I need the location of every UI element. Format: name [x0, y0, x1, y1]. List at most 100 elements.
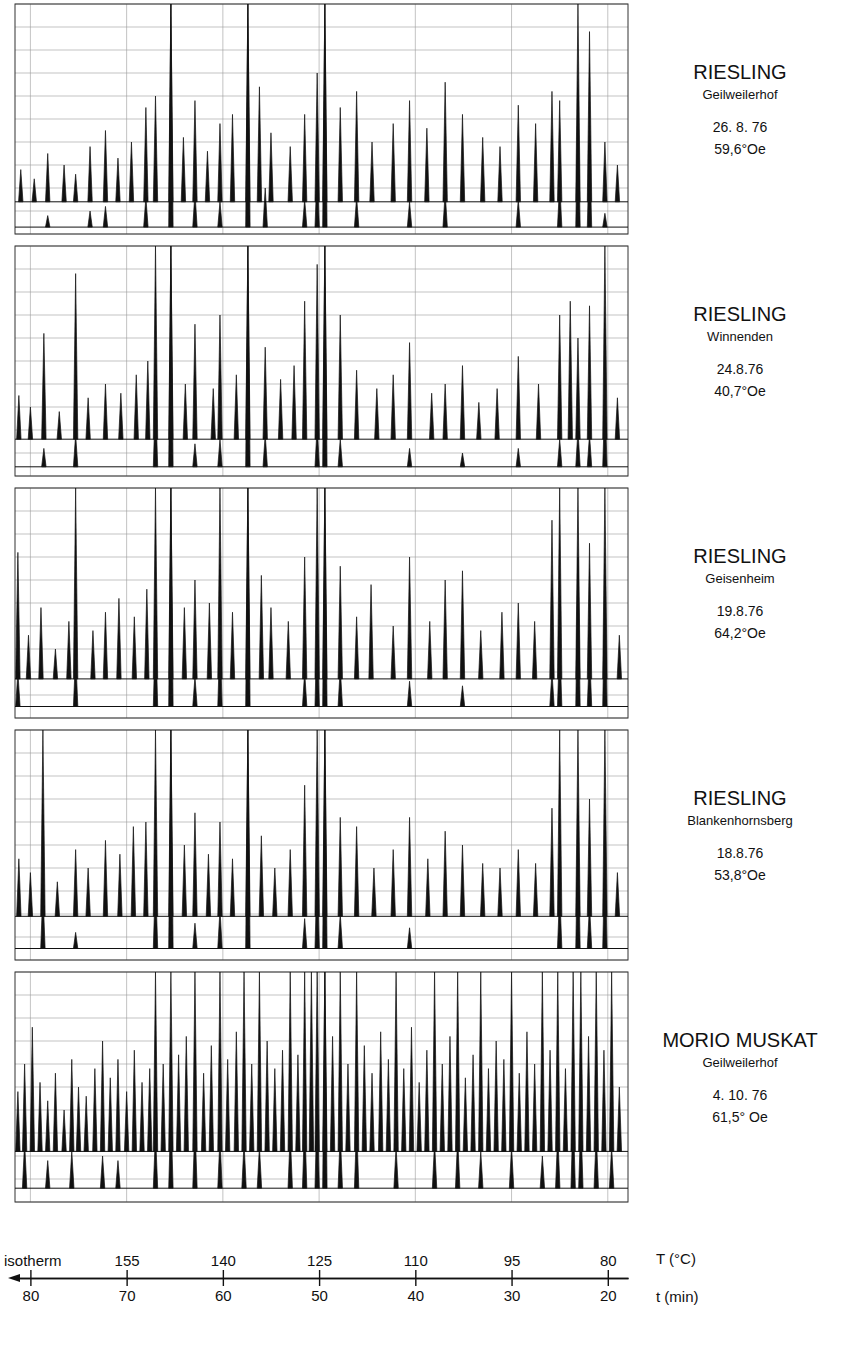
- tick: 110: [404, 1252, 428, 1278]
- panel-annotation: 18.8.76: [717, 845, 764, 861]
- peak: [370, 142, 374, 202]
- peak: [218, 315, 222, 439]
- tick-label: 125: [307, 1252, 332, 1269]
- peak: [540, 972, 544, 1151]
- panel-subtitle: Winnenden: [707, 329, 773, 344]
- peak: [263, 188, 267, 227]
- panel-title: RIESLING: [693, 61, 786, 83]
- peak: [280, 1050, 284, 1151]
- tick-label: 30: [504, 1287, 521, 1304]
- peak: [302, 301, 306, 439]
- peak: [225, 1059, 229, 1151]
- peak: [362, 1046, 366, 1152]
- peak: [169, 4, 173, 227]
- panel-frame: [15, 972, 628, 1202]
- grid-line: [15, 799, 628, 800]
- peak: [594, 972, 598, 1151]
- peak: [42, 448, 46, 466]
- peak: [53, 1073, 57, 1151]
- peak: [273, 868, 277, 916]
- peak: [525, 1032, 529, 1152]
- peak: [73, 488, 77, 679]
- grid-line: [222, 730, 223, 960]
- peak: [116, 1059, 120, 1151]
- peak: [41, 891, 45, 949]
- peak: [57, 412, 61, 440]
- peak: [500, 612, 504, 679]
- x-axis: 80706050403020: [16, 1278, 629, 1304]
- peak: [169, 246, 173, 467]
- peak: [132, 617, 136, 679]
- peak: [338, 108, 342, 202]
- grid-line: [15, 511, 628, 512]
- peak: [603, 850, 607, 949]
- peak: [16, 672, 20, 707]
- peak: [425, 128, 429, 202]
- peak: [209, 1046, 213, 1152]
- peak: [563, 1069, 567, 1152]
- peak: [369, 585, 373, 679]
- peak: [193, 923, 197, 948]
- peak: [73, 174, 77, 202]
- peak: [184, 1036, 188, 1151]
- peak: [509, 972, 513, 1151]
- peak: [480, 137, 484, 201]
- grid-line: [126, 4, 127, 234]
- tick: 95: [504, 1252, 521, 1278]
- grid-line: [607, 4, 608, 234]
- peak: [302, 114, 306, 201]
- grid-line: [15, 27, 628, 28]
- peak: [193, 1124, 197, 1188]
- peak: [62, 165, 66, 202]
- peak: [259, 575, 263, 679]
- peak: [302, 1119, 306, 1188]
- peak: [568, 301, 572, 439]
- peak: [586, 1036, 590, 1151]
- grid-line: [511, 730, 512, 960]
- tick: 20: [600, 1278, 617, 1304]
- peak: [448, 1036, 452, 1151]
- peak: [315, 868, 319, 949]
- peak: [460, 571, 464, 679]
- peak: [550, 808, 554, 916]
- peak: [250, 1064, 254, 1151]
- peak: [394, 972, 398, 1151]
- peak: [234, 375, 238, 439]
- peak: [302, 557, 306, 679]
- peak: [315, 617, 319, 707]
- grid-line: [126, 488, 127, 718]
- grid-line: [222, 972, 223, 1202]
- peak: [153, 972, 157, 1151]
- peak: [218, 635, 222, 706]
- baseline: [15, 948, 628, 949]
- grid-line: [15, 1018, 628, 1019]
- peak: [516, 850, 520, 917]
- peak: [323, 972, 327, 1188]
- grid-line: [30, 488, 31, 718]
- peak: [587, 905, 591, 949]
- peak: [498, 868, 502, 916]
- panel-label: RIESLINGBlankenhornsberg18.8.7653,8°Oe: [687, 787, 793, 883]
- peak: [38, 1082, 42, 1151]
- peak: [259, 836, 263, 917]
- peak: [407, 681, 411, 706]
- grid-line: [15, 937, 628, 938]
- grid-line: [15, 50, 628, 51]
- tick: 125: [307, 1252, 332, 1278]
- peak: [19, 170, 23, 202]
- peak: [309, 972, 313, 1151]
- grid-line: [126, 246, 127, 476]
- peak: [603, 142, 607, 202]
- peak: [516, 200, 520, 228]
- peak: [391, 626, 395, 679]
- peak: [533, 124, 537, 202]
- tick: 80: [23, 1278, 40, 1304]
- peak: [460, 453, 464, 467]
- marks: [15, 4, 628, 227]
- peak: [257, 87, 261, 202]
- peak: [183, 384, 187, 439]
- grid-line: [15, 753, 628, 754]
- peak: [246, 4, 250, 227]
- peak: [242, 1142, 246, 1188]
- panel-annotation: 40,7°Oe: [714, 383, 766, 399]
